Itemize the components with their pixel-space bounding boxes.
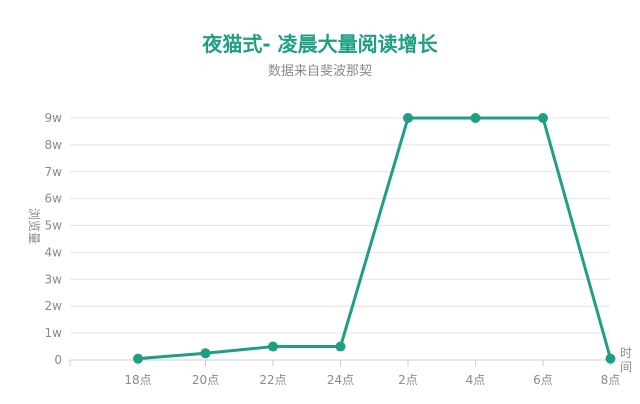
data-point xyxy=(200,348,211,359)
x-axis-label: 时间 xyxy=(620,346,632,374)
x-tick-label: 4点 xyxy=(466,373,486,387)
y-tick-label: 7w xyxy=(45,165,63,179)
y-tick-label: 5w xyxy=(45,219,63,233)
y-tick-label: 9w xyxy=(45,111,63,125)
data-point xyxy=(133,353,143,364)
series-layer xyxy=(133,113,616,364)
data-point xyxy=(335,341,346,352)
data-point xyxy=(403,113,413,123)
x-tick-label: 24点 xyxy=(327,373,354,387)
y-tick-label: 6w xyxy=(45,192,63,206)
chart-title: 夜猫式- 凌晨大量阅读增长 xyxy=(201,32,438,56)
x-tick-label: 6点 xyxy=(533,373,553,387)
x-tick-label: 2点 xyxy=(398,373,418,387)
x-tick-label: 8点 xyxy=(601,373,621,387)
x-tick-label: 18点 xyxy=(124,373,151,387)
data-point xyxy=(470,113,481,123)
y-axis-tick-labels: 0 1w 2w 3w 4w 5w 6w 7w 8w 9w xyxy=(45,111,63,367)
series-line xyxy=(137,116,612,361)
grid-lines xyxy=(70,117,610,334)
y-tick-label: 8w xyxy=(45,138,63,152)
y-tick-label: 0 xyxy=(54,353,62,367)
y-tick-label: 2w xyxy=(45,299,63,313)
y-axis-label: 浏览量 xyxy=(27,208,42,244)
y-tick-label: 3w xyxy=(45,272,63,286)
data-point xyxy=(538,113,548,123)
x-tick-label: 20点 xyxy=(192,373,219,387)
data-point xyxy=(268,341,278,352)
data-point xyxy=(605,353,616,364)
y-tick-label: 1w xyxy=(45,326,63,340)
y-tick-label: 4w xyxy=(45,245,63,259)
x-tick-label: 22点 xyxy=(259,373,286,387)
chart-subtitle: 数据来自斐波那契 xyxy=(268,64,372,79)
x-axis: 18点 20点 22点 24点 2点 4点 6点 8点 xyxy=(69,359,621,387)
